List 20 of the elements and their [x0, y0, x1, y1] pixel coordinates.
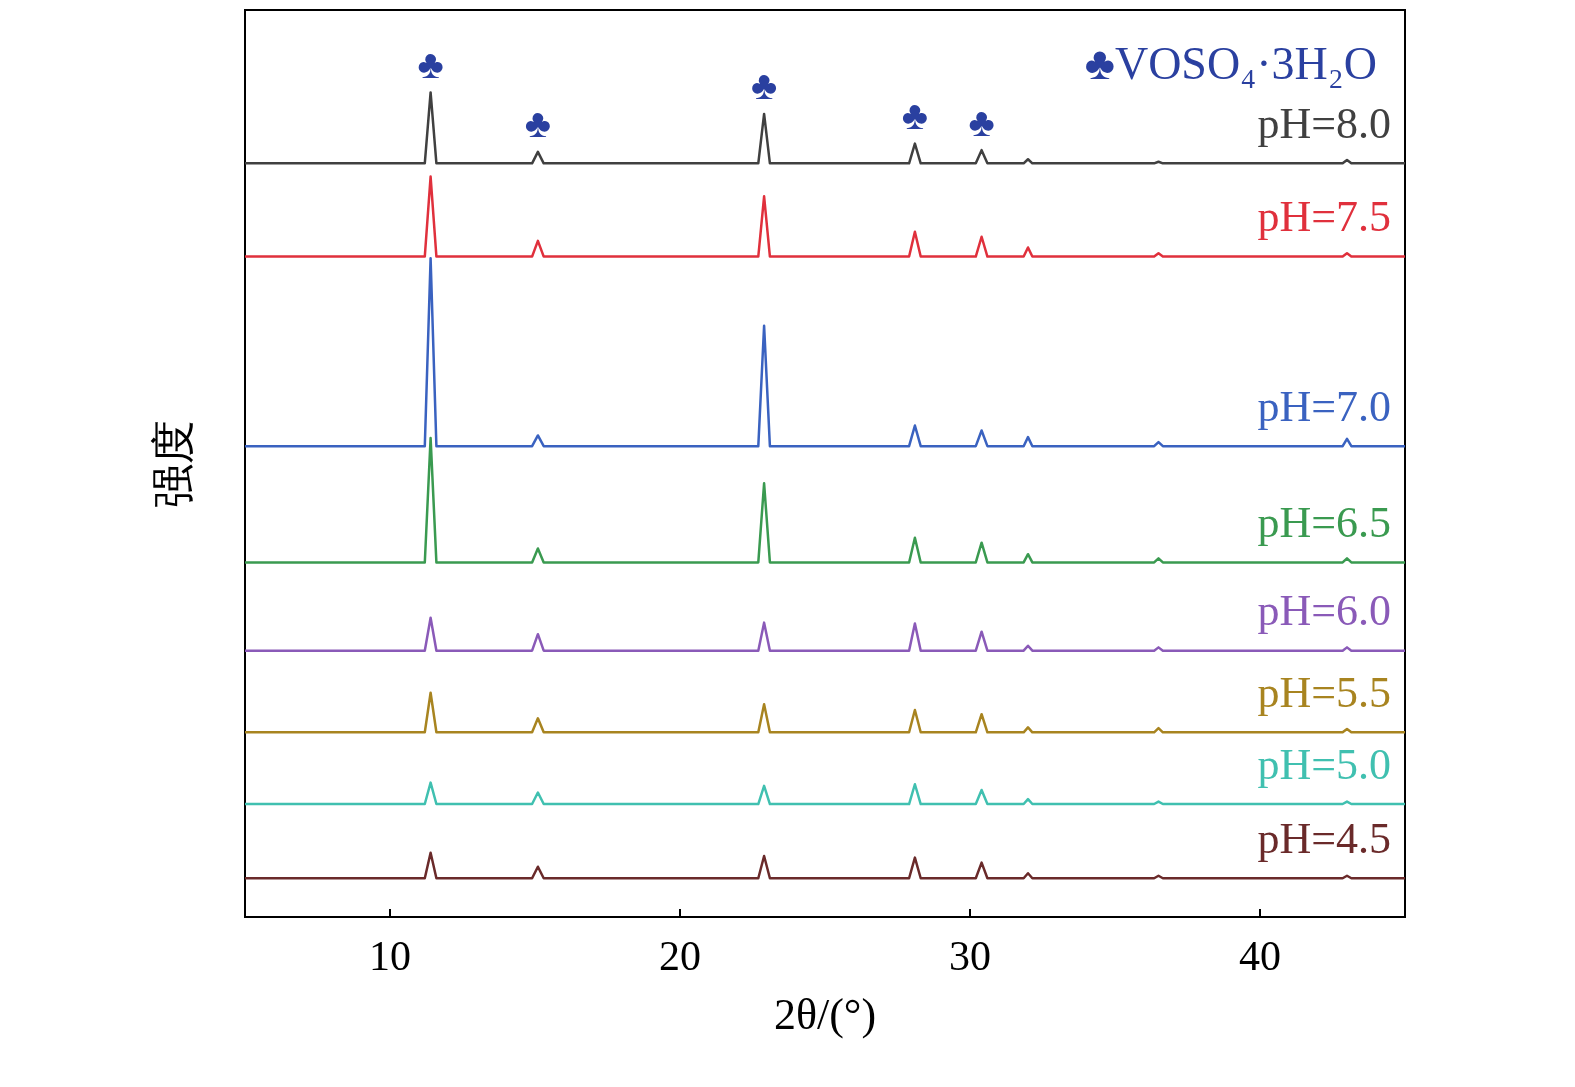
x-tick-label: 40	[1239, 933, 1281, 979]
series-label: pH=8.0	[1257, 98, 1391, 148]
y-axis-title: 强度	[148, 419, 198, 508]
x-tick-label: 10	[369, 933, 411, 979]
x-tick-label: 30	[949, 933, 991, 979]
series-label: pH=6.0	[1257, 586, 1391, 636]
series-label: pH=5.5	[1257, 667, 1391, 717]
annotation: ♣	[901, 93, 929, 139]
text: ♣VOSO₄·3H₂O	[1084, 37, 1377, 89]
x-tick-label: 20	[659, 933, 701, 979]
annotation: ♣	[417, 41, 444, 87]
x-axis-title: 2θ/(°)	[773, 989, 877, 1039]
series-label: pH=7.5	[1257, 192, 1391, 242]
series-label: pH=7.0	[1257, 381, 1391, 431]
annotation: ♣	[524, 101, 552, 147]
series-label: pH=5.0	[1257, 739, 1391, 789]
annotation: ♣	[750, 63, 778, 109]
series-label: pH=6.5	[1257, 497, 1391, 547]
series-label: pH=4.5	[1257, 813, 1391, 863]
annotation: ♣	[968, 99, 995, 145]
